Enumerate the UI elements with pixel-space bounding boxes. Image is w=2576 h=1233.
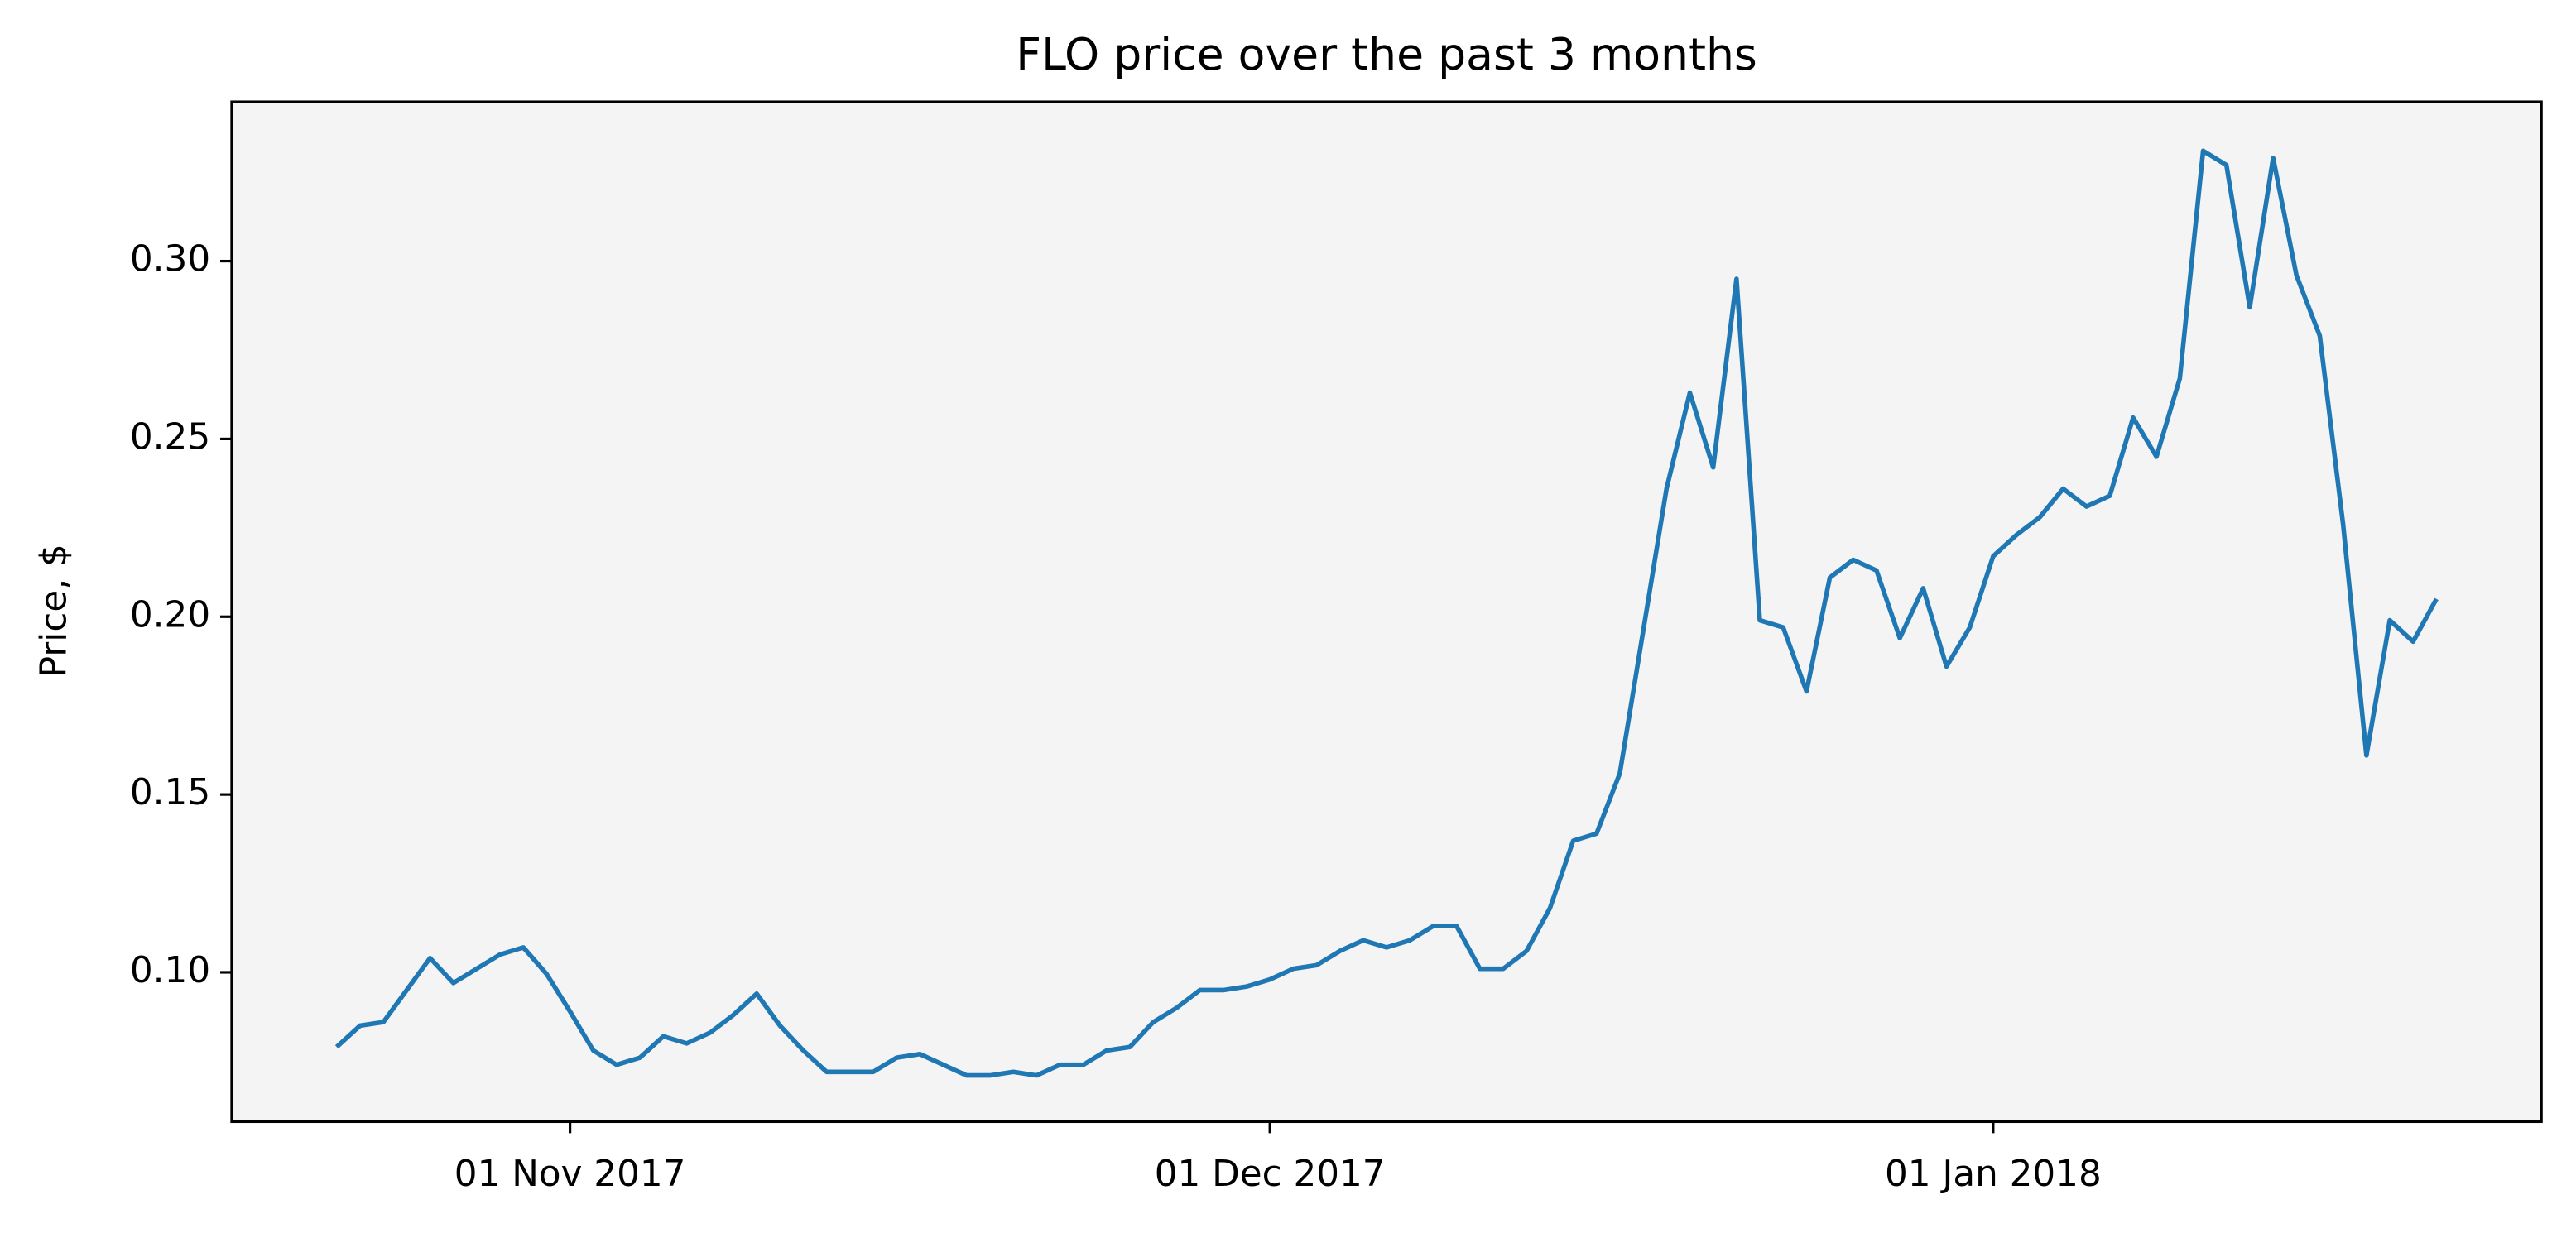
y-tick-label: 0.10: [130, 949, 210, 991]
y-tick-label: 0.25: [130, 415, 210, 458]
y-tick-label: 0.20: [130, 593, 210, 636]
x-tick-label: 01 Jan 2018: [1885, 1153, 2102, 1195]
plot-background: [231, 102, 2542, 1122]
y-tick-label: 0.15: [130, 771, 210, 813]
x-tick-label: 01 Nov 2017: [454, 1153, 686, 1195]
x-tick-label: 01 Dec 2017: [1155, 1153, 1386, 1195]
y-tick-label: 0.30: [130, 238, 210, 281]
chart-title: FLO price over the past 3 months: [1016, 28, 1757, 80]
price-line: [334, 148, 2439, 1078]
y-axis-label: Price, $: [33, 544, 75, 678]
plot-frame: [230, 100, 2543, 1124]
